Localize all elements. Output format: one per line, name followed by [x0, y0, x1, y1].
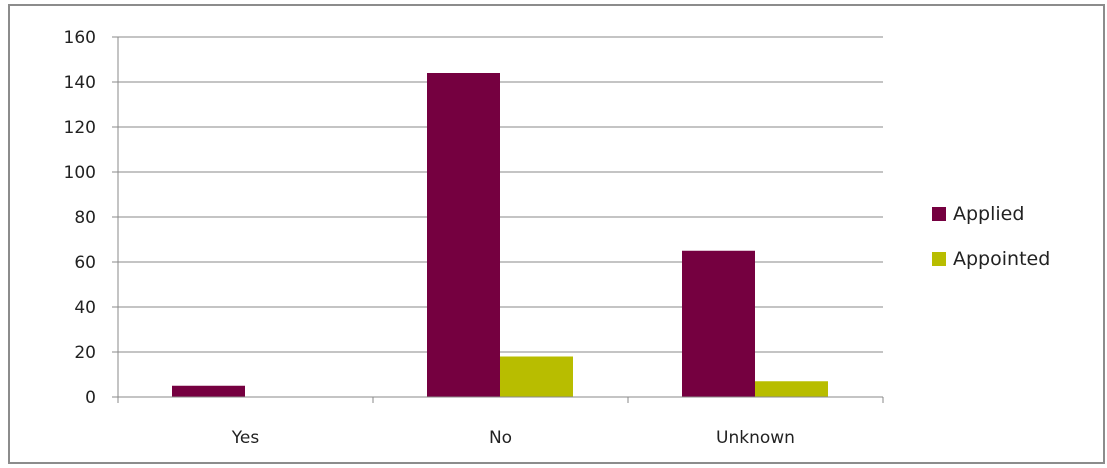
bars — [172, 73, 828, 397]
bar-applied-no — [427, 73, 500, 397]
legend: Applied Appointed — [932, 203, 1050, 270]
y-tick-label: 120 — [64, 118, 96, 138]
legend-label-appointed: Appointed — [953, 248, 1050, 270]
y-tick-label: 0 — [85, 388, 96, 408]
y-tick-label: 60 — [74, 253, 96, 273]
legend-label-applied: Applied — [953, 203, 1024, 225]
bar-applied-unknown — [682, 250, 755, 397]
x-category-label: Unknown — [716, 428, 795, 448]
legend-swatch-applied — [932, 207, 946, 221]
gridlines — [118, 36, 883, 353]
legend-swatch-appointed — [932, 252, 946, 266]
y-axis-ticks: 0 20 40 60 80 100 120 140 160 — [64, 28, 118, 408]
y-tick-label: 80 — [74, 208, 96, 228]
x-axis-categories: Yes No Unknown — [231, 428, 795, 448]
axes — [117, 37, 884, 403]
y-tick-label: 140 — [64, 73, 96, 93]
bar-appointed-unknown — [755, 381, 828, 397]
bar-applied-yes — [172, 385, 245, 397]
x-category-label: No — [489, 428, 512, 448]
bar-appointed-no — [500, 356, 573, 397]
y-tick-label: 100 — [64, 163, 96, 183]
y-tick-label: 160 — [64, 28, 96, 48]
y-tick-label: 20 — [74, 343, 96, 363]
y-tick-label: 40 — [74, 298, 96, 318]
x-category-label: Yes — [231, 428, 260, 448]
